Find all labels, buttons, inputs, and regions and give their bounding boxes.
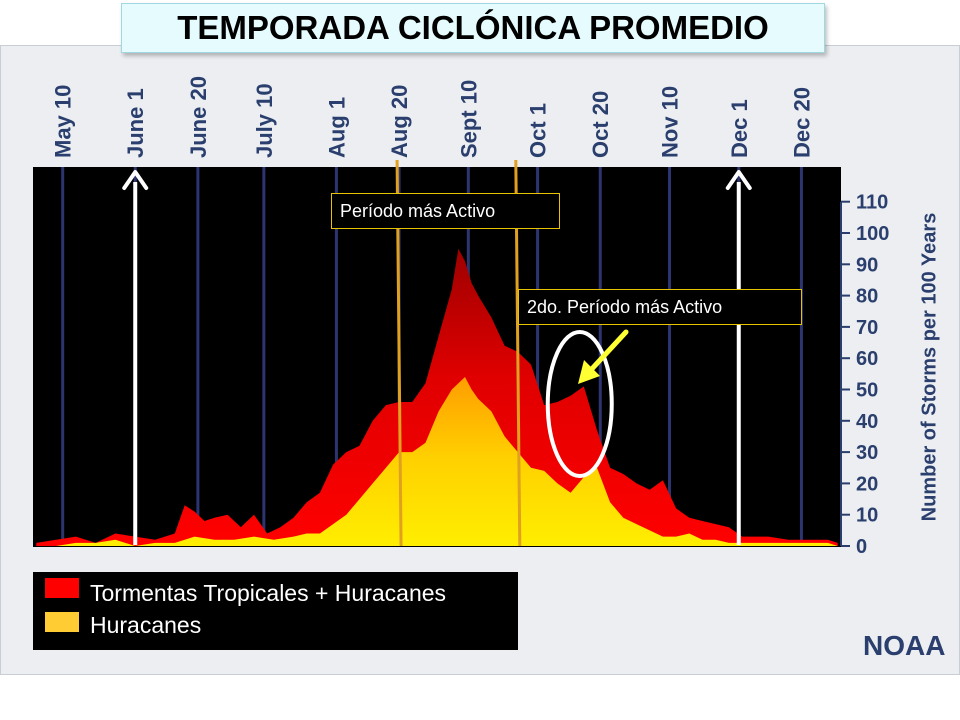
noaa-logo-text: NOAA — [863, 630, 946, 661]
y-tick-labels: 0 10 20 30 40 50 60 70 80 90 100 110 — [840, 192, 889, 558]
x-tick-label: Oct 20 — [588, 91, 613, 158]
second-peak-circle — [545, 330, 614, 478]
area-ts-hurricanes — [36, 248, 838, 546]
y-tick-label: 100 — [856, 223, 889, 245]
x-tick-label: Dec 1 — [727, 99, 752, 158]
y-tick-label: 110 — [856, 192, 888, 214]
x-tick-label: June 1 — [123, 88, 148, 158]
x-tick-labels: May 10 June 1 June 20 July 10 Aug 1 Aug 20 Sep… — [51, 76, 815, 158]
y-tick-label: 10 — [856, 505, 878, 527]
page-title: TEMPORADA CICLÓNICA PROMEDIO — [121, 3, 825, 53]
legend-label-ts-hurricanes: Tormentas Tropicales + Huracanes — [90, 580, 447, 606]
y-tick-label: 20 — [856, 473, 878, 495]
second-active-period-label: 2do. Período más Activo — [518, 289, 802, 325]
x-tick-label: Aug 20 — [387, 85, 412, 158]
x-tick-label: Dec 20 — [789, 87, 814, 158]
x-tick-label: Aug 1 — [324, 97, 349, 158]
most-active-period-label: Período más Activo — [331, 193, 560, 229]
x-tick-label: July 10 — [252, 83, 277, 158]
y-tick-label: 90 — [856, 254, 878, 276]
y-tick-label: 30 — [856, 442, 878, 464]
second-peak-arrow-head — [578, 360, 600, 384]
area-layer — [36, 248, 838, 546]
legend-swatch-hurricanes — [45, 612, 79, 632]
x-tick-label: Sept 10 — [456, 80, 481, 158]
y-axis-label: Number of Storms per 100 Years — [918, 212, 941, 522]
season-arrow-head-1 — [122, 170, 149, 190]
x-tick-label: Oct 1 — [526, 103, 551, 158]
y-tick-label: 40 — [856, 411, 878, 433]
legend: Tormentas Tropicales + Huracanes Huracan… — [33, 572, 518, 650]
area-hurricanes — [36, 377, 838, 546]
season-arrow-head-2 — [725, 170, 752, 190]
second-peak-arrow-line — [586, 329, 629, 375]
y-tick-label: 80 — [856, 286, 878, 308]
y-tick-label: 70 — [856, 317, 878, 339]
x-tick-label: Nov 10 — [658, 86, 683, 158]
y-tick-label: 60 — [856, 348, 878, 370]
y-tick-label: 0 — [856, 536, 867, 558]
legend-swatch-ts-hurricanes — [45, 578, 79, 598]
x-tick-label: June 20 — [186, 76, 211, 158]
y-tick-label: 50 — [856, 380, 878, 402]
x-tick-label: May 10 — [51, 85, 76, 158]
legend-label-hurricanes: Huracanes — [90, 612, 202, 638]
